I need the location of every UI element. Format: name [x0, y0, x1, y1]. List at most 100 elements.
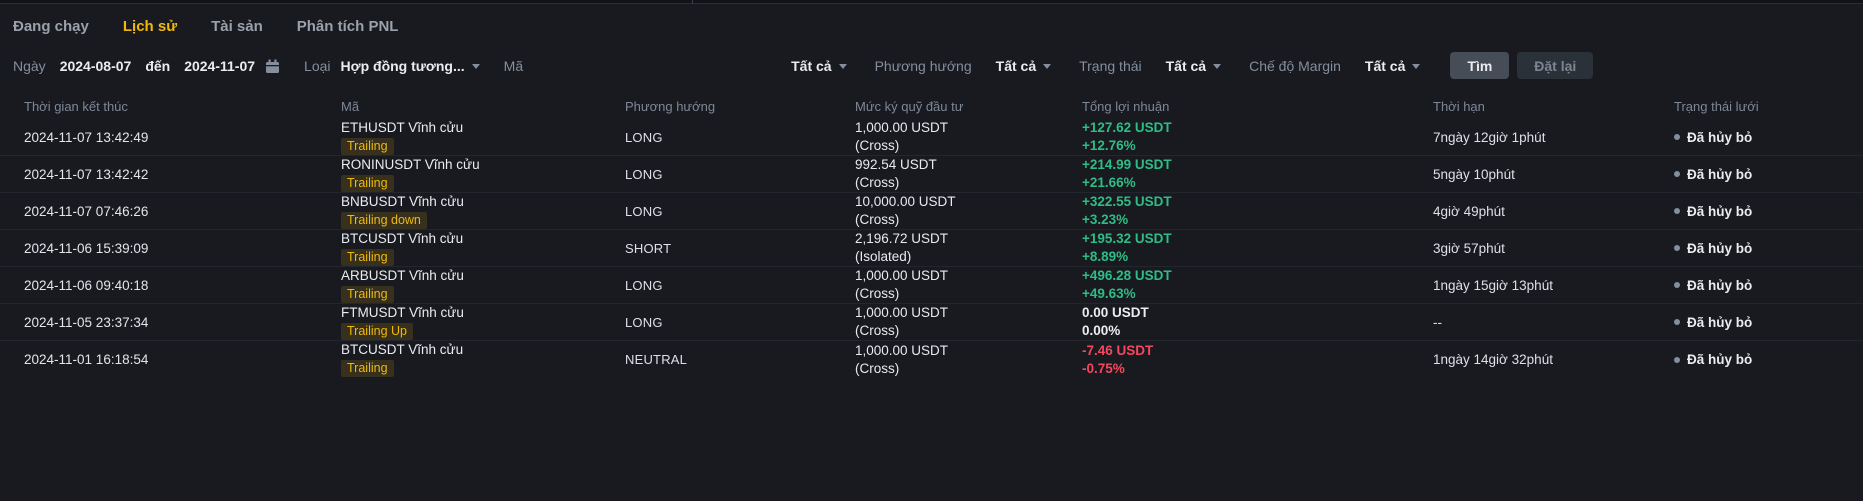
profit-amount: +195.32 USDT: [1082, 231, 1172, 246]
status-dot-icon: [1674, 171, 1680, 177]
status-cell: Đã hủy bỏ: [1674, 352, 1863, 367]
investment-cell: 10,000.00 USDT (Cross): [855, 193, 1082, 229]
duration: 1ngày 15giờ 13phút: [1433, 277, 1553, 293]
investment-amount: 1,000.00 USDT: [855, 268, 949, 283]
status-cell: Đã hủy bỏ: [1674, 130, 1863, 145]
status-dot-icon: [1674, 282, 1680, 288]
date-to-input[interactable]: 2024-11-07: [184, 57, 256, 74]
margin-mode: (Cross): [855, 175, 900, 190]
investment-cell: 1,000.00 USDT (Cross): [855, 342, 1082, 378]
profit-percent: +8.89%: [1082, 249, 1129, 264]
col-investment: Mức ký quỹ đầu tư: [855, 98, 964, 114]
status-dot-icon: [1674, 208, 1680, 214]
date-from-input[interactable]: 2024-08-07: [59, 57, 132, 74]
duration: 4giờ 49phút: [1433, 203, 1505, 219]
chevron-down-icon[interactable]: [471, 64, 480, 69]
symbol-cell: BNBUSDT Vĩnh cửu Trailing down: [341, 194, 625, 229]
strategy-badge: Trailing: [341, 360, 394, 377]
profit-cell: +195.32 USDT +8.89%: [1082, 230, 1433, 266]
status-cell: Đã hủy bỏ: [1674, 204, 1863, 219]
symbol-label: Mã: [503, 57, 524, 74]
end-time: 2024-11-07 13:42:42: [24, 166, 149, 182]
chevron-down-icon[interactable]: [1412, 64, 1421, 69]
margin-mode-label: Chế độ Margin: [1249, 57, 1341, 74]
panel-top-edge: [0, 0, 1863, 4]
strategy-badge: Trailing Up: [341, 322, 413, 340]
duration: --: [1433, 314, 1442, 330]
investment-cell: 1,000.00 USDT (Cross): [855, 304, 1082, 340]
tab-assets[interactable]: Tài sản: [211, 18, 263, 35]
margin-mode-select[interactable]: Tất cả: [1364, 57, 1406, 74]
symbol: BNBUSDT: [341, 193, 406, 209]
tab-bar: Đang chạy Lịch sử Tài sản Phân tích PNL: [0, 4, 1863, 35]
strategy-badge: Trailing: [341, 248, 394, 266]
tab-running[interactable]: Đang chạy: [13, 18, 89, 35]
margin-mode: (Cross): [855, 360, 900, 376]
direction-label: Phương hướng: [874, 57, 972, 74]
pair-select[interactable]: Tất cả: [791, 57, 832, 74]
investment-amount: 992.54 USDT: [855, 157, 937, 172]
calendar-icon[interactable]: [265, 59, 280, 77]
chevron-down-icon[interactable]: [1043, 64, 1052, 69]
investment-amount: 10,000.00 USDT: [855, 194, 956, 209]
contract-type: Vĩnh cửu: [409, 193, 464, 209]
symbol: ARBUSDT: [341, 267, 406, 283]
profit-amount: +127.62 USDT: [1082, 120, 1172, 135]
symbol-cell: ARBUSDT Vĩnh cửu Trailing: [341, 268, 625, 303]
chevron-down-icon[interactable]: [1213, 64, 1222, 69]
type-select[interactable]: Hợp đồng tương...: [340, 57, 465, 74]
col-symbol: Mã: [341, 98, 360, 114]
profit-cell: -7.46 USDT -0.75%: [1082, 342, 1433, 378]
find-button[interactable]: Tìm: [1450, 52, 1510, 79]
status-badge: Đã hủy bỏ: [1687, 129, 1753, 145]
symbol: ETHUSDT: [341, 119, 405, 135]
duration: 1ngày 14giờ 32phút: [1433, 352, 1553, 367]
investment-cell: 2,196.72 USDT (Isolated): [855, 230, 1082, 266]
col-direction: Phương hướng: [625, 98, 716, 114]
tab-history[interactable]: Lịch sử: [122, 18, 178, 35]
direction: LONG: [625, 314, 663, 330]
status-badge: Đã hủy bỏ: [1687, 352, 1753, 367]
tab-pnl-analysis[interactable]: Phân tích PNL: [296, 18, 399, 35]
table-row: 2024-11-01 16:18:54 BTCUSDT Vĩnh cửu Tra…: [0, 341, 1863, 378]
direction-select[interactable]: Tất cả: [995, 57, 1037, 74]
status-dot-icon: [1674, 134, 1680, 140]
date-to-label: đến: [145, 57, 171, 74]
profit-cell: +496.28 USDT +49.63%: [1082, 267, 1433, 303]
duration: 5ngày 10phút: [1433, 166, 1515, 182]
status-cell: Đã hủy bỏ: [1674, 315, 1863, 330]
status-badge: Đã hủy bỏ: [1687, 240, 1753, 256]
investment-amount: 1,000.00 USDT: [855, 342, 949, 358]
duration: 7ngày 12giờ 1phút: [1433, 129, 1546, 145]
profit-cell: +214.99 USDT +21.66%: [1082, 156, 1433, 192]
date-label: Ngày: [13, 57, 46, 74]
strategy-badge: Trailing: [341, 285, 394, 303]
symbol: BTCUSDT: [341, 342, 405, 357]
margin-mode: (Cross): [855, 286, 900, 301]
symbol-cell: ETHUSDT Vĩnh cửu Trailing: [341, 120, 625, 155]
profit-percent: +3.23%: [1082, 212, 1129, 227]
status-cell: Đã hủy bỏ: [1674, 278, 1863, 293]
direction: LONG: [625, 277, 663, 293]
end-time: 2024-11-06 15:39:09: [24, 240, 149, 256]
status-label: Trạng thái: [1079, 57, 1142, 74]
profit-amount: 0.00 USDT: [1082, 305, 1149, 320]
status-select[interactable]: Tất cả: [1165, 57, 1207, 74]
status-dot-icon: [1674, 356, 1680, 363]
symbol-cell: FTMUSDT Vĩnh cửu Trailing Up: [341, 305, 625, 340]
type-label: Loại: [304, 57, 331, 74]
symbol-cell: RONINUSDT Vĩnh cửu Trailing: [341, 157, 625, 192]
table-row: 2024-11-06 15:39:09 BTCUSDT Vĩnh cửu Tra…: [0, 230, 1863, 267]
col-grid-status: Trạng thái lưới: [1674, 98, 1759, 114]
reset-button[interactable]: Đặt lại: [1517, 52, 1594, 79]
direction: NEUTRAL: [625, 352, 688, 367]
symbol-cell: BTCUSDT Vĩnh cửu Trailing: [341, 342, 625, 377]
strategy-badge: Trailing down: [341, 211, 427, 229]
contract-type: Vĩnh cửu: [424, 156, 480, 172]
col-end-time: Thời gian kết thúc: [24, 98, 128, 114]
chevron-down-icon[interactable]: [838, 64, 847, 69]
end-time: 2024-11-06 09:40:18: [24, 277, 149, 293]
investment-cell: 1,000.00 USDT (Cross): [855, 267, 1082, 303]
profit-cell: +322.55 USDT +3.23%: [1082, 193, 1433, 229]
table-row: 2024-11-07 07:46:26 BNBUSDT Vĩnh cửu Tra…: [0, 193, 1863, 230]
